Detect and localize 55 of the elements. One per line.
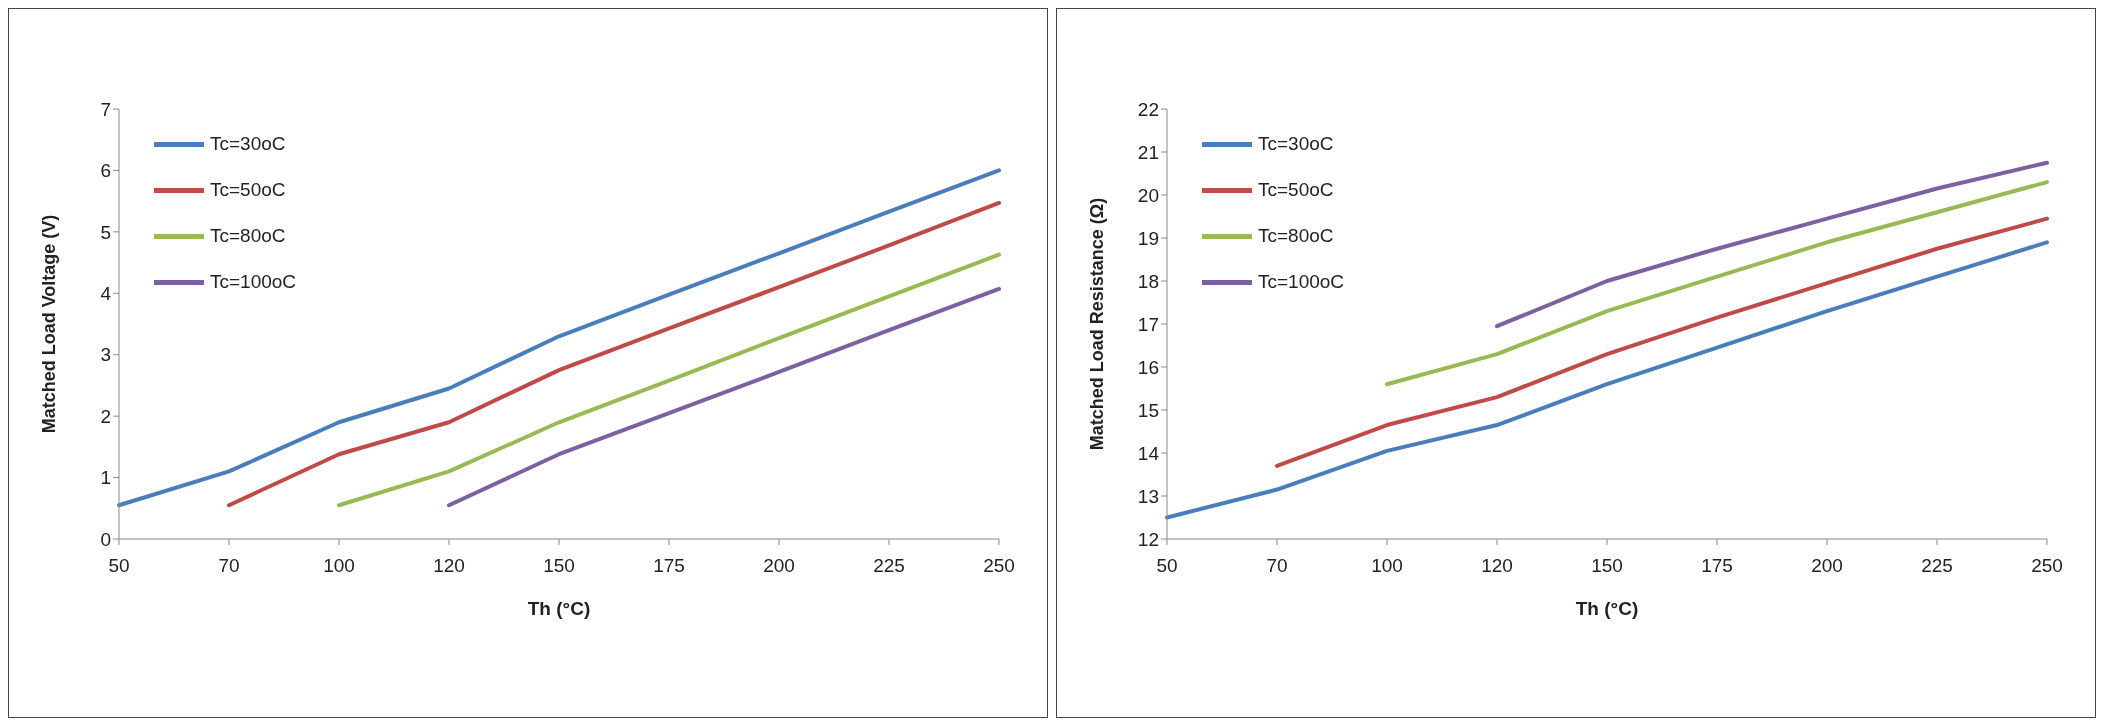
x-tick-label: 150	[543, 555, 575, 577]
y-tick-label: 7	[100, 98, 111, 120]
y-axis-title: Matched Load Voltage (V)	[39, 214, 60, 434]
y-tick-label: 19	[1137, 227, 1159, 249]
legend-label: Tc=100oC	[210, 271, 297, 293]
legend-label: Tc=50oC	[210, 179, 286, 201]
y-tick-label: 6	[100, 160, 111, 182]
legend-label: Tc=100oC	[1258, 271, 1345, 293]
line-series	[447, 286, 1001, 508]
y-tick-label: 20	[1137, 184, 1159, 206]
y-tick-label: 4	[100, 283, 112, 305]
y-tick-label: 14	[1137, 442, 1160, 464]
x-tick-label: 250	[2031, 555, 2063, 577]
y-tick-label: 3	[100, 344, 111, 366]
x-tick-label: 175	[653, 555, 685, 577]
x-tick-label: 70	[1266, 555, 1288, 577]
y-tick-label: 12	[1137, 528, 1159, 550]
y-tick-label: 2	[100, 405, 111, 427]
x-tick-label: 225	[1921, 555, 1953, 577]
line-series	[1385, 180, 2049, 387]
x-tick-label: 50	[108, 555, 130, 577]
y-tick-label: 15	[1137, 399, 1159, 421]
x-tick-label: 250	[983, 555, 1015, 577]
legend-label: Tc=30oC	[1258, 133, 1334, 155]
legend-label: Tc=80oC	[1258, 225, 1334, 247]
x-axis-title: Th (°C)	[1575, 598, 1639, 619]
legend-label: Tc=80oC	[210, 225, 286, 247]
x-tick-label: 70	[218, 555, 240, 577]
x-tick-label: 50	[1156, 555, 1178, 577]
x-axis-title: Th (°C)	[527, 598, 591, 619]
legend-label: Tc=30oC	[210, 133, 286, 155]
x-tick-label: 120	[433, 555, 465, 577]
y-tick-label: 21	[1137, 141, 1159, 163]
y-tick-label: 17	[1137, 313, 1159, 335]
y-tick-label: 22	[1137, 98, 1159, 120]
x-tick-label: 100	[323, 555, 355, 577]
x-tick-label: 200	[1811, 555, 1843, 577]
y-tick-label: 18	[1137, 270, 1159, 292]
y-tick-label: 0	[100, 528, 111, 550]
x-tick-label: 120	[1481, 555, 1513, 577]
y-tick-label: 5	[100, 221, 111, 243]
y-tick-label: 16	[1137, 356, 1159, 378]
y-tick-label: 1	[100, 467, 111, 489]
x-tick-label: 200	[763, 555, 795, 577]
x-tick-label: 100	[1371, 555, 1403, 577]
line-series	[1165, 240, 2049, 520]
x-tick-label: 175	[1701, 555, 1733, 577]
line-series	[1495, 160, 2049, 329]
line-series	[117, 168, 1001, 508]
y-axis-title: Matched Load Resistance (Ω)	[1087, 197, 1108, 451]
y-tick-label: 13	[1137, 485, 1159, 507]
x-tick-label: 225	[873, 555, 905, 577]
line-series	[337, 252, 1001, 508]
x-tick-label: 150	[1591, 555, 1623, 577]
legend-label: Tc=50oC	[1258, 179, 1334, 201]
